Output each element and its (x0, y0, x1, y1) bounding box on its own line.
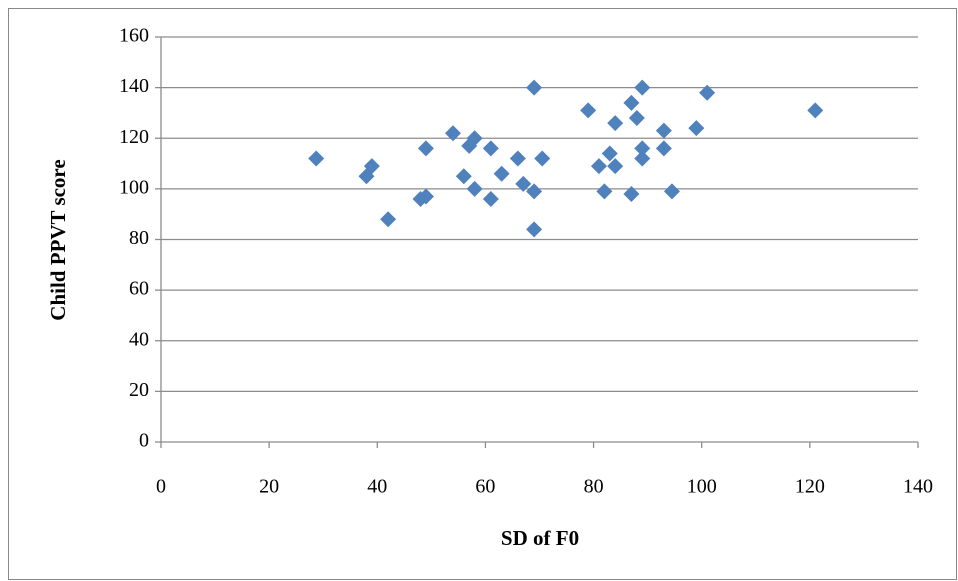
chart-border (8, 8, 957, 580)
x-tick-label: 120 (795, 476, 825, 498)
point (308, 150, 325, 167)
y-tick-label: 120 (119, 126, 149, 148)
y-tick-label: 40 (129, 328, 149, 350)
point (580, 102, 597, 119)
y-tick-label: 100 (119, 176, 149, 198)
point (455, 168, 472, 185)
point (634, 140, 651, 157)
point (417, 140, 434, 157)
point (358, 168, 375, 185)
point (628, 110, 645, 126)
point (526, 221, 543, 238)
point (534, 150, 551, 167)
point (655, 140, 672, 157)
point (482, 191, 499, 207)
point (380, 211, 397, 228)
x-tick-label: 80 (584, 476, 604, 498)
point (444, 125, 461, 142)
point (807, 102, 824, 119)
x-tick-label: 40 (367, 476, 387, 498)
point (466, 130, 483, 147)
x-tick-label: 100 (687, 476, 717, 498)
y-axis-title: Child PPVT score (46, 159, 70, 320)
x-axis-title: SD of F0 (501, 526, 579, 550)
y-tick-label: 80 (129, 227, 149, 249)
point (417, 188, 434, 205)
point (699, 84, 716, 101)
point (663, 183, 680, 200)
y-tick-label: 160 (119, 25, 149, 47)
y-tick-label: 0 (139, 430, 149, 452)
point (596, 183, 613, 200)
point (623, 185, 640, 202)
point (655, 122, 672, 139)
y-tick-label: 20 (129, 379, 149, 401)
point (466, 180, 483, 197)
x-tick-label: 0 (156, 476, 166, 498)
point (601, 145, 618, 162)
x-tick-label: 140 (903, 476, 933, 498)
point (634, 79, 651, 96)
x-tick-label: 60 (475, 476, 495, 498)
point (482, 140, 499, 157)
point (515, 175, 532, 192)
point (526, 79, 543, 96)
point (607, 158, 624, 175)
point (590, 158, 607, 175)
point (607, 115, 624, 132)
point (623, 94, 640, 111)
point (526, 183, 543, 200)
point (493, 165, 510, 182)
point (688, 120, 705, 137)
x-tick-label: 20 (259, 476, 279, 498)
y-tick-label: 140 (119, 75, 149, 97)
point (634, 150, 651, 167)
y-tick-label: 60 (129, 278, 149, 300)
point (509, 150, 526, 167)
